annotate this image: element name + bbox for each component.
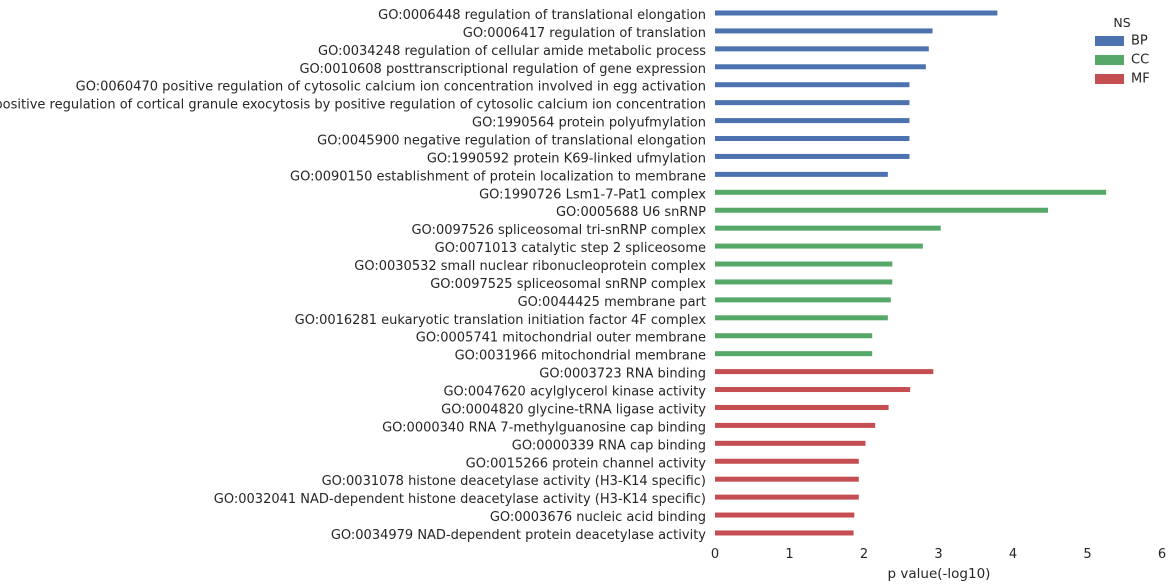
bar-cc <box>715 315 888 321</box>
bar-bp <box>715 153 910 159</box>
bar-mf <box>715 458 859 464</box>
x-tick-label: 3 <box>934 547 942 562</box>
category-label: GO:0030532 small nuclear ribonucleoprote… <box>354 259 706 274</box>
legend-label-mf: MF <box>1131 72 1150 87</box>
category-label: GO:1990726 Lsm1-7-Pat1 complex <box>479 187 706 202</box>
category-label: GO:0047620 acylglycerol kinase activity <box>443 385 706 400</box>
bar-mf <box>715 476 859 482</box>
legend-label-cc: CC <box>1131 53 1149 68</box>
bar-cc <box>715 279 893 285</box>
category-label: GO:0010608 posttranscriptional regulatio… <box>299 62 706 77</box>
bar-mf <box>715 387 911 393</box>
category-label: GO:0003723 RNA binding <box>539 367 706 382</box>
x-axis-title: p value(-log10) <box>888 566 991 582</box>
x-tick-label: 2 <box>860 547 868 562</box>
category-label: GO:0004820 glycine-tRNA ligase activity <box>441 402 706 417</box>
category-label: GO:0005741 mitochondrial outer membrane <box>416 331 706 346</box>
category-label: GO:0032041 NAD-dependent histone deacety… <box>214 492 706 507</box>
x-tick-label: 0 <box>711 547 719 562</box>
bar-mf <box>715 404 889 410</box>
category-label: GO:0060472 positive regulation of cortic… <box>0 98 706 113</box>
category-label: GO:0006417 regulation of translation <box>463 26 706 41</box>
legend-swatch-mf <box>1095 74 1124 84</box>
legend-title: NS <box>1113 15 1130 30</box>
bar-cc <box>715 225 941 231</box>
legend-swatch-cc <box>1095 55 1124 65</box>
category-label: GO:0034248 regulation of cellular amide … <box>318 44 706 59</box>
x-tick-label: 1 <box>785 547 793 562</box>
bar-bp <box>715 64 926 70</box>
bar-bp <box>715 46 929 52</box>
bar-mf <box>715 369 934 375</box>
x-axis: p value(-log10) 0 1 2 3 4 5 6 <box>711 547 1166 582</box>
bar-bp <box>715 82 910 88</box>
x-tick-label: 5 <box>1083 547 1091 562</box>
bar-cc <box>715 243 923 249</box>
category-labels: GO:0006448 regulation of translational e… <box>0 8 706 543</box>
bar-mf <box>715 512 855 518</box>
category-label: GO:0000339 RNA cap binding <box>512 438 706 453</box>
category-label: GO:0044425 membrane part <box>518 295 706 310</box>
bar-cc <box>715 351 873 357</box>
category-label: GO:0000340 RNA 7-methylguanosine cap bin… <box>382 420 706 435</box>
bar-bp <box>715 118 910 124</box>
bar-mf <box>715 422 876 428</box>
bar-bp <box>715 10 998 16</box>
bar-bp <box>715 136 910 142</box>
category-label: GO:1990592 protein K69-linked ufmylation <box>427 151 706 166</box>
bar-bp <box>715 171 888 177</box>
category-label: GO:0006448 regulation of translational e… <box>378 8 706 23</box>
category-label: GO:0031078 histone deacetylase activity … <box>322 474 706 489</box>
bar-bp <box>715 28 933 34</box>
bars <box>715 10 1107 536</box>
bar-mf <box>715 530 854 536</box>
category-label: GO:0031966 mitochondrial membrane <box>455 349 706 364</box>
bar-cc <box>715 189 1107 195</box>
category-label: GO:0045900 negative regulation of transl… <box>317 134 706 149</box>
bar-cc <box>715 207 1049 213</box>
x-tick-label: 4 <box>1009 547 1017 562</box>
category-label: GO:0005688 U6 snRNP <box>556 205 706 220</box>
bar-mf <box>715 440 866 446</box>
bar-bp <box>715 100 910 106</box>
category-label: GO:0090150 establishment of protein loca… <box>290 169 706 184</box>
category-label: GO:0060470 positive regulation of cytoso… <box>76 80 706 95</box>
bar-cc <box>715 261 893 267</box>
bar-mf <box>715 494 859 500</box>
category-label: GO:0071013 catalytic step 2 spliceosome <box>435 241 706 256</box>
category-label: GO:1990564 protein polyufmylation <box>472 116 706 131</box>
category-label: GO:0097525 spliceosomal snRNP complex <box>430 277 706 292</box>
category-label: GO:0016281 eukaryotic translation initia… <box>295 313 707 328</box>
category-label: GO:0003676 nucleic acid binding <box>490 510 706 525</box>
legend-swatch-bp <box>1095 36 1124 46</box>
legend: NS BP CC MF <box>1095 15 1150 87</box>
bar-cc <box>715 297 891 303</box>
category-label: GO:0034979 NAD-dependent protein deacety… <box>331 528 706 543</box>
bar-cc <box>715 333 873 339</box>
category-label: GO:0097526 spliceosomal tri-snRNP comple… <box>411 223 706 238</box>
x-tick-label: 6 <box>1158 547 1166 562</box>
legend-label-bp: BP <box>1131 34 1148 49</box>
category-label: GO:0015266 protein channel activity <box>466 456 707 471</box>
